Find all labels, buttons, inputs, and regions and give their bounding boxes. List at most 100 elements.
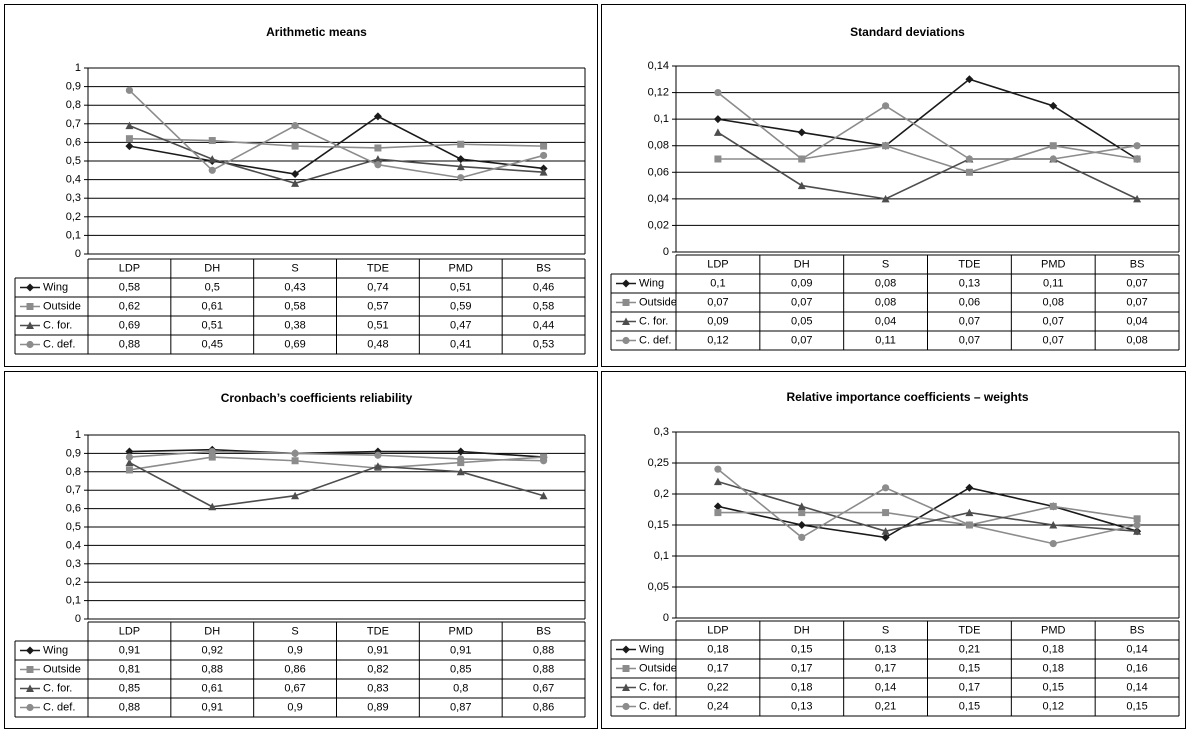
series-line: [717, 468, 1138, 545]
series-line: [129, 137, 544, 149]
y-tick-label: 0,4: [66, 539, 81, 551]
table-value: 0,04: [1126, 316, 1147, 328]
y-tick-label: 0,7: [66, 484, 81, 496]
x-category-label: PMD: [1041, 625, 1066, 637]
data-point: [291, 457, 299, 465]
x-category-label: BS: [1130, 259, 1145, 271]
x-category-label: LDP: [707, 625, 728, 637]
gridlines: [676, 431, 1179, 619]
chart-title: Relative importance coefficients – weigh…: [786, 390, 1028, 404]
x-category-label: PMD: [1041, 259, 1066, 271]
table-value: 0,13: [875, 644, 896, 656]
table-value: 0,87: [450, 702, 471, 714]
data-point: [1049, 155, 1057, 163]
x-category-label: TDE: [367, 263, 389, 275]
data-point: [457, 174, 465, 182]
table-value: 0,15: [791, 644, 812, 656]
table-value: 0,85: [119, 683, 140, 695]
table-value: 0,88: [119, 339, 140, 351]
series-wing: [125, 445, 548, 462]
y-tick-label: 0,9: [66, 447, 81, 459]
x-category-label: DH: [794, 259, 810, 271]
data-point: [1049, 540, 1057, 548]
gridlines: [88, 67, 585, 255]
y-axis-ticks: 0 0,05 0,1 0,15 0,2 0,25 0,3: [648, 426, 676, 624]
data-point: [798, 509, 806, 517]
data-point: [125, 142, 134, 151]
data-point: [374, 161, 382, 169]
table-value: 0,9: [287, 702, 302, 714]
data-point: [1133, 521, 1141, 529]
chart-svg: Cronbach’s coefficients reliability00,10…: [14, 391, 586, 718]
table-value: 0,85: [450, 664, 471, 676]
y-tick-label: 0: [75, 248, 81, 260]
table-value: 0,07: [1043, 316, 1064, 328]
table-value: 0,07: [791, 335, 812, 347]
y-tick-label: 0,14: [648, 60, 669, 72]
table-value: 0,47: [450, 320, 471, 332]
y-tick-label: 0: [75, 613, 81, 625]
table-value: 0,38: [284, 320, 305, 332]
table-value: 0,13: [791, 701, 812, 713]
data-point: [208, 166, 216, 174]
y-tick-label: 0,6: [66, 503, 81, 515]
table-value: 0,86: [533, 702, 554, 714]
legend-key-marker: [622, 702, 630, 711]
y-axis-ticks: 0 0,1 0,2 0,3 0,4 0,5 0,6 0,7 0,8 0,9 1: [66, 62, 88, 260]
y-tick-label: 0,8: [66, 466, 81, 478]
x-category-label: DH: [204, 263, 220, 275]
legend-entry: Wing: [43, 645, 68, 657]
data-point: [1133, 194, 1142, 203]
table-value: 0,12: [1043, 701, 1064, 713]
legend-entry: Outside: [43, 664, 81, 676]
series-c-for: [125, 121, 548, 187]
table-value: 0,17: [707, 663, 728, 675]
table-value: 0,07: [791, 297, 812, 309]
data-point: [539, 168, 548, 176]
data-table: LDP DH S TDE PMD BS Wing 0,18 0,15 0,13 0,21 0,18 0,…: [610, 620, 1180, 717]
table-value: 0,83: [367, 683, 388, 695]
x-category-label: BS: [536, 626, 551, 638]
table-value: 0,17: [875, 663, 896, 675]
series-line: [717, 144, 1138, 174]
data-point: [208, 137, 216, 145]
table-value: 0,53: [533, 339, 554, 351]
table-value: 0,24: [707, 701, 728, 713]
x-category-label: S: [291, 626, 298, 638]
table-value: 0,11: [875, 335, 896, 347]
data-point: [373, 462, 382, 470]
y-tick-label: 0,9: [66, 81, 81, 93]
legend-key-marker: [26, 684, 34, 692]
table-value: 0,14: [1126, 644, 1147, 656]
legend-entry: C. def.: [639, 335, 671, 347]
legend-entry: C. for.: [639, 316, 668, 328]
y-tick-label: 0,3: [66, 192, 81, 204]
series-c-def: [125, 86, 548, 182]
table-value: 0,14: [1126, 682, 1147, 694]
table-value: 0,74: [367, 282, 388, 294]
x-category-label: DH: [204, 626, 220, 638]
data-point: [291, 122, 299, 130]
data-point: [965, 75, 974, 84]
table-value: 0,69: [284, 339, 305, 351]
data-point: [125, 466, 133, 474]
data-point: [881, 527, 890, 535]
legend-entry: Outside: [43, 301, 81, 313]
table-value: 0,06: [959, 297, 980, 309]
data-point: [965, 521, 974, 529]
table-value: 0,86: [284, 664, 305, 676]
series-line: [717, 480, 1138, 533]
y-tick-label: 0: [663, 612, 669, 624]
y-tick-label: 0,2: [66, 576, 81, 588]
table-value: 0,9: [287, 645, 302, 657]
data-point: [125, 86, 134, 94]
y-tick-label: 0,06: [648, 166, 669, 178]
table-value: 0,22: [707, 682, 728, 694]
data-point: [456, 155, 465, 164]
table-value: 0,82: [367, 664, 388, 676]
data-point: [208, 502, 217, 511]
table-value: 0,88: [533, 645, 554, 657]
legend-key-marker: [26, 646, 34, 655]
series-line: [129, 124, 544, 185]
series-line: [717, 91, 1138, 160]
